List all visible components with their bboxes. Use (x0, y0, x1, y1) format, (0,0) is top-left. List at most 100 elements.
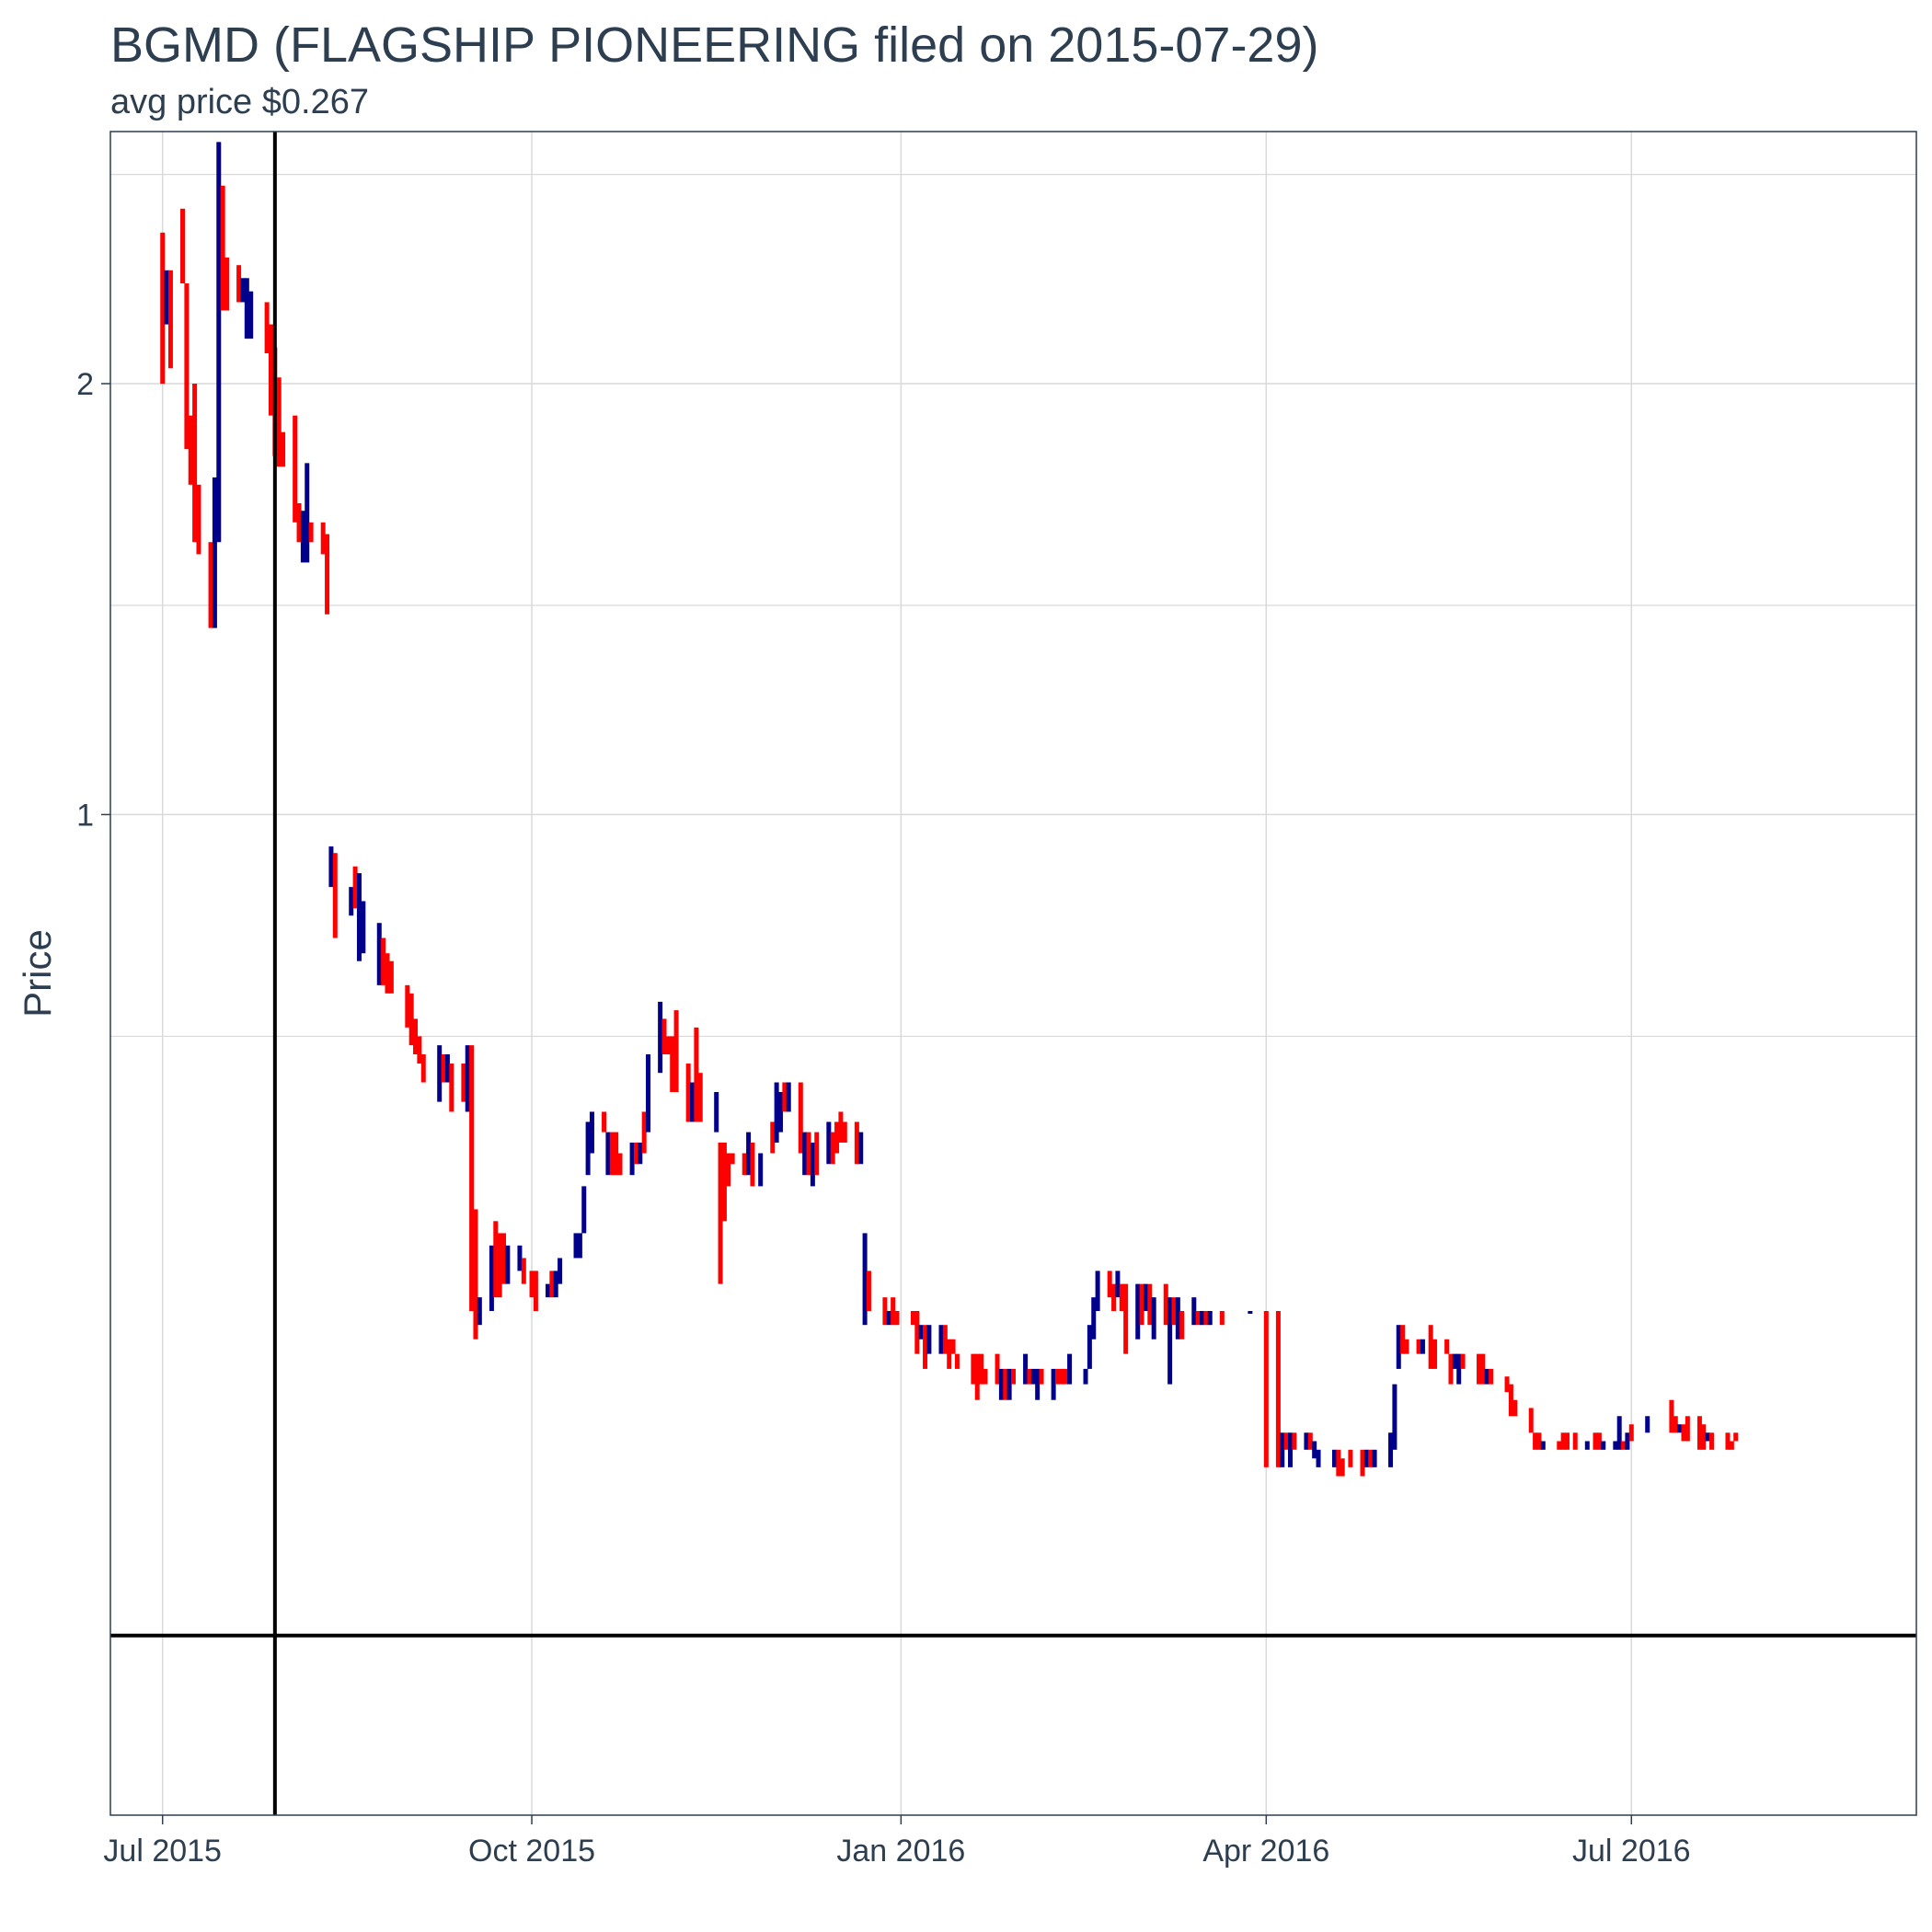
ohlc-bar-down (726, 1153, 731, 1187)
ohlc-bar-up (1645, 1416, 1650, 1433)
ohlc-bar-down (882, 1297, 888, 1326)
ohlc-bar-up (1616, 1416, 1622, 1450)
ohlc-bar-up (585, 1121, 591, 1176)
ohlc-bar-up (305, 463, 310, 563)
ohlc-bar-down (1480, 1353, 1486, 1385)
ohlc-bar-down (461, 1064, 466, 1102)
ohlc-bar-up (1316, 1449, 1321, 1467)
ohlc-bar-up (858, 1132, 864, 1165)
ohlc-bar-up (248, 291, 254, 339)
ohlc-bar-up (1677, 1424, 1683, 1433)
ohlc-bar-down (188, 415, 193, 485)
ohlc-bar-down (1027, 1368, 1032, 1385)
ohlc-bar-down (449, 1064, 454, 1112)
ohlc-bar-up (300, 511, 305, 563)
ohlc-bar-down (1336, 1449, 1341, 1477)
ohlc-bar-down (1477, 1353, 1482, 1385)
ohlc-bar-down (167, 270, 173, 369)
ohlc-bar-up (1625, 1432, 1630, 1450)
ohlc-bar-up (629, 1142, 635, 1176)
ohlc-bar-down (493, 1221, 499, 1298)
ohlc-bar-up (589, 1111, 594, 1154)
ohlc-bar-up (1396, 1325, 1401, 1369)
ohlc-bar-up (690, 1082, 696, 1122)
ohlc-bar-down (609, 1132, 615, 1176)
ohlc-bar-up (1484, 1368, 1489, 1385)
ohlc-bar-down (942, 1325, 948, 1354)
ohlc-bar-down (1360, 1449, 1365, 1477)
ohlc-bar-down (894, 1311, 900, 1326)
ohlc-bar-down (1063, 1368, 1068, 1385)
ohlc-bar-up (558, 1258, 563, 1284)
ohlc-bar-up (1540, 1441, 1546, 1450)
ohlc-bar-down (1147, 1283, 1153, 1326)
ohlc-bar-up (1304, 1432, 1309, 1450)
ohlc-bar-down (1283, 1432, 1289, 1450)
ohlc-bar-down (1368, 1449, 1374, 1467)
ohlc-bar-down (1171, 1297, 1177, 1326)
ohlc-bar-down (473, 1209, 478, 1340)
ohlc-bar-down (923, 1325, 928, 1369)
grid-lines (110, 132, 1916, 1815)
ohlc-bar-down (1560, 1432, 1566, 1450)
ohlc-bar-up (1006, 1368, 1012, 1400)
ohlc-bar-down (1564, 1432, 1570, 1450)
ohlc-bar-down (413, 1018, 419, 1055)
ohlc-bar-up (444, 1054, 450, 1083)
ohlc-bar-down (1428, 1325, 1433, 1369)
ohlc-bar-up (1312, 1441, 1317, 1459)
ohlc-bar-up (714, 1091, 719, 1133)
ohlc-bar-down (320, 522, 326, 555)
ohlc-bar-down (971, 1353, 976, 1385)
ohlc-bar-down (332, 853, 338, 938)
ohlc-bar-up (356, 873, 362, 961)
ohlc-bar-down (533, 1271, 538, 1312)
ohlc-bar-down (891, 1297, 896, 1326)
ohlc-bar-up (465, 1045, 470, 1112)
ohlc-bar-up (802, 1132, 808, 1176)
ohlc-bar-up (240, 278, 246, 303)
ohlc-bar-up (1051, 1368, 1056, 1400)
ohlc-bar-up (1601, 1441, 1606, 1450)
ohlc-bar-down (1504, 1376, 1510, 1393)
ohlc-bar-down (806, 1132, 811, 1176)
ohlc-bar-down (1444, 1339, 1450, 1354)
ohlc-bar-up (517, 1245, 523, 1271)
y-axis-title: Price (16, 929, 59, 1018)
ohlc-bar-down (834, 1121, 840, 1154)
y-tick-label: 2 (76, 367, 94, 402)
ohlc-bar-down (665, 1036, 671, 1055)
ohlc-bar-down (408, 993, 414, 1046)
ohlc-bar-down (633, 1142, 638, 1165)
ohlc-bar-down (1119, 1283, 1124, 1312)
ohlc-bar-up (361, 901, 366, 954)
ohlc-bar-down (1307, 1432, 1313, 1450)
ohlc-bar-down (842, 1121, 847, 1143)
ohlc-bar-down (1039, 1368, 1044, 1385)
ohlc-bar-up (1095, 1271, 1100, 1312)
ohlc-bar-down (974, 1353, 980, 1400)
ohlc-bar-down (1263, 1311, 1269, 1467)
ohlc-bar-up (1167, 1297, 1173, 1385)
ohlc-bar-up (216, 142, 222, 543)
ohlc-bar-up (489, 1245, 494, 1312)
ohlc-bar-up (777, 1091, 783, 1133)
ohlc-bar-down (979, 1353, 984, 1385)
ohlc-bar-down (236, 265, 242, 303)
ohlc-bar-up (1067, 1353, 1073, 1385)
ohlc-bar-up (244, 278, 249, 339)
ohlc-bar-up (437, 1045, 443, 1102)
ohlc-bar-down (1489, 1368, 1494, 1385)
ohlc-bar-down (1508, 1384, 1513, 1417)
ohlc-bar-down (914, 1311, 920, 1354)
ohlc-bar-up (938, 1325, 944, 1354)
ohlc-bar-down (160, 232, 166, 384)
ohlc-bar-down (1054, 1368, 1060, 1385)
ohlc-bar-up (638, 1142, 643, 1165)
ohlc-bar-down (730, 1153, 735, 1165)
ohlc-bar-down (1533, 1432, 1538, 1450)
ohlc-bar-down (220, 185, 225, 311)
ohlc-bar-up (746, 1132, 752, 1176)
ohlc-bar-down (830, 1132, 835, 1165)
